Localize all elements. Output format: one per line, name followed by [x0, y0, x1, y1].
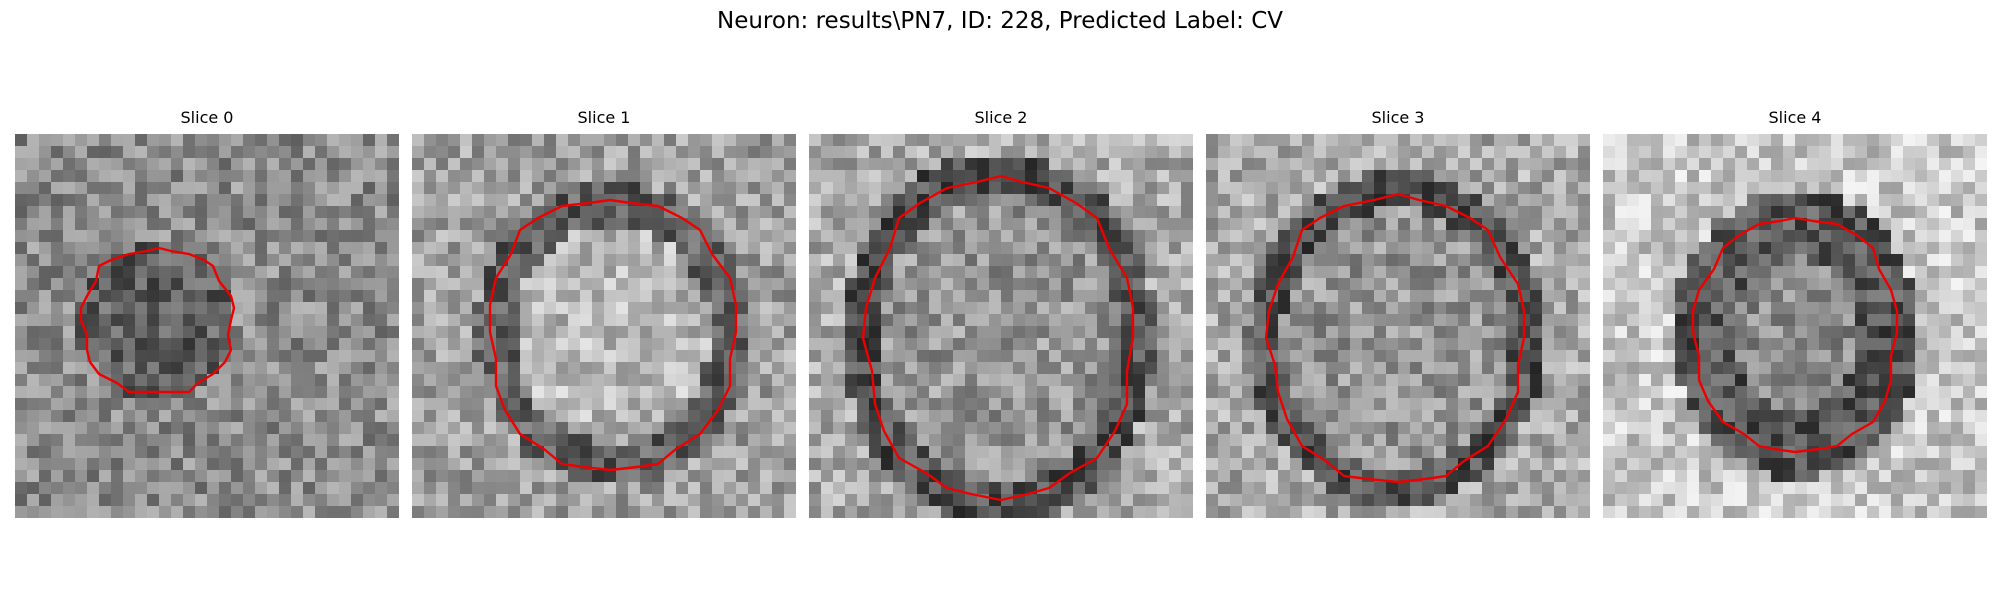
slice-panel-0: Slice 0 [15, 108, 399, 518]
slice-title: Slice 1 [412, 108, 796, 127]
slice-image-0 [15, 134, 399, 518]
slice-panel-2: Slice 2 [809, 108, 1193, 518]
slice-image-4 [1603, 134, 1987, 518]
slice-image-1 [412, 134, 796, 518]
pixel-mosaic [15, 134, 399, 518]
figure-title: Neuron: results\PN7, ID: 228, Predicted … [0, 8, 2000, 34]
slice-image-3 [1206, 134, 1590, 518]
pixel-mosaic [412, 134, 796, 518]
slice-panel-3: Slice 3 [1206, 108, 1590, 518]
slice-panel-1: Slice 1 [412, 108, 796, 518]
pixel-mosaic [809, 134, 1193, 518]
pixel-mosaic [1206, 134, 1590, 518]
slice-title: Slice 4 [1603, 108, 1987, 127]
pixel-mosaic [1603, 134, 1987, 518]
slice-title: Slice 2 [809, 108, 1193, 127]
slice-title: Slice 0 [15, 108, 399, 127]
slice-title: Slice 3 [1206, 108, 1590, 127]
slice-image-2 [809, 134, 1193, 518]
slice-panel-4: Slice 4 [1603, 108, 1987, 518]
